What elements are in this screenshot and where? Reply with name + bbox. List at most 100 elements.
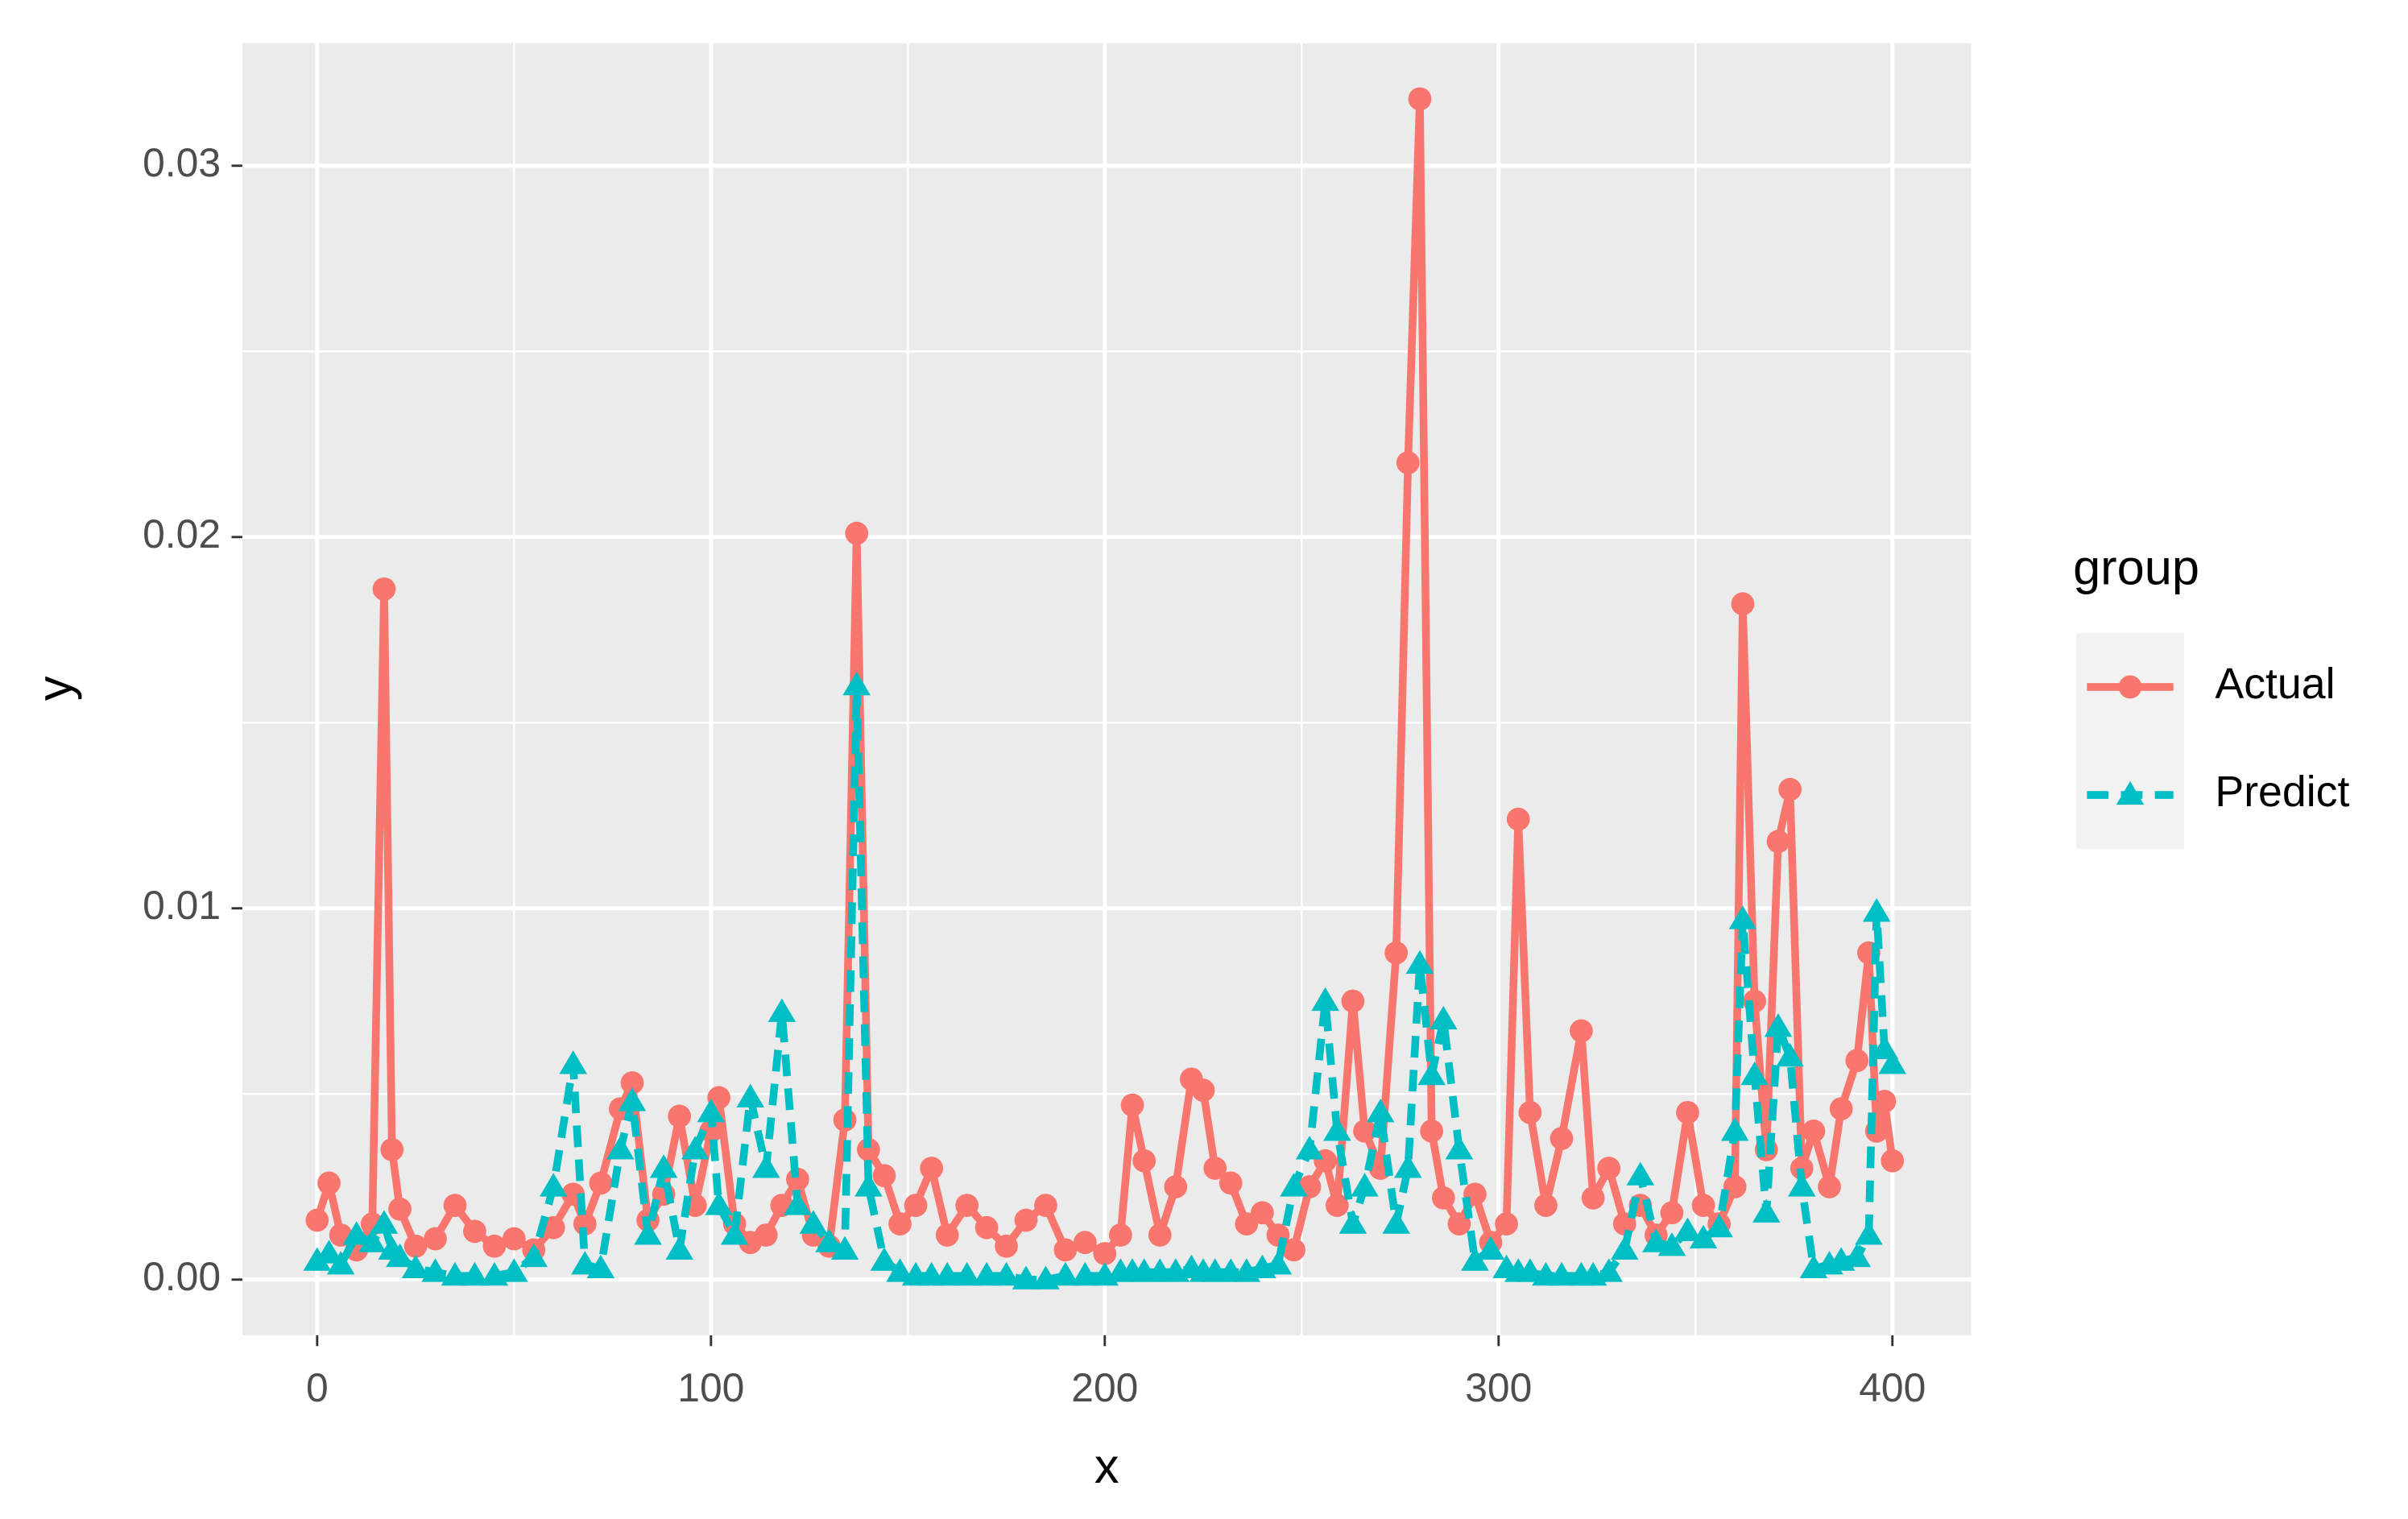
circle-marker [1880, 1149, 1905, 1173]
circle-marker [1766, 830, 1790, 854]
x-tick-label: 100 [677, 1365, 744, 1410]
triangle-marker [1295, 1136, 1324, 1160]
circle-marker [1778, 777, 1802, 801]
circle-marker [1014, 1208, 1038, 1232]
legend-label: Actual [2215, 660, 2335, 708]
triangle-marker [752, 1154, 780, 1178]
y-tick-label: 0.00 [143, 1254, 221, 1299]
x-tick-label: 0 [306, 1365, 329, 1410]
y-tick-label: 0.02 [143, 511, 221, 557]
circle-marker [904, 1194, 928, 1217]
triangle-marker [618, 1087, 647, 1111]
circle-marker [2118, 675, 2142, 699]
triangle-marker [401, 1254, 430, 1279]
circle-marker [388, 1197, 412, 1221]
triangle-marker [1862, 898, 1891, 922]
triangle-marker [1338, 1210, 1367, 1234]
circle-marker [502, 1227, 526, 1251]
triangle-marker [1280, 1173, 1308, 1197]
triangle-marker [1461, 1247, 1489, 1271]
circle-marker [1120, 1093, 1144, 1117]
circle-marker [1549, 1127, 1574, 1150]
triangle-marker [1405, 950, 1434, 975]
circle-marker [372, 577, 396, 601]
triangle-marker [1476, 1235, 1505, 1260]
triangle-marker [736, 1083, 764, 1107]
data-marks [303, 87, 1907, 1289]
triangle-marker [1843, 1243, 1872, 1268]
circle-marker [1723, 1175, 1747, 1198]
legend-label: Predict [2215, 768, 2349, 816]
circle-marker [1534, 1194, 1558, 1217]
triangle-marker [1674, 1217, 1702, 1241]
triangle-marker [1720, 1117, 1749, 1141]
triangle-marker [1595, 1258, 1623, 1282]
triangle-marker [1012, 1265, 1041, 1289]
circle-marker [403, 1234, 428, 1258]
circle-marker [1660, 1201, 1684, 1225]
circle-marker [1251, 1201, 1274, 1225]
triangle-marker [1626, 1161, 1655, 1186]
circle-marker [1676, 1100, 1699, 1124]
circle-marker [1597, 1157, 1621, 1180]
triangle-marker [315, 1240, 343, 1264]
triangle-marker [571, 1251, 599, 1275]
circle-marker [443, 1194, 467, 1217]
circle-marker [888, 1212, 912, 1235]
triangle-marker [1264, 1251, 1293, 1275]
triangle-marker [326, 1251, 355, 1275]
triangle-marker [1323, 1117, 1351, 1141]
circle-marker [1570, 1019, 1593, 1043]
axes: 0 100 200 300 400 0.00 0.01 0.02 0.03 [143, 140, 1926, 1410]
triangle-marker [342, 1221, 370, 1245]
circle-marker [1845, 1049, 1869, 1073]
circle-marker [1506, 807, 1530, 831]
legend: group Actual Predict [2073, 539, 2350, 850]
triangle-marker [1032, 1265, 1060, 1289]
circle-marker [920, 1157, 944, 1180]
triangle-marker [1855, 1221, 1883, 1245]
triangle-marker [1445, 1136, 1474, 1160]
circle-marker [1691, 1194, 1715, 1217]
triangle-marker [649, 1154, 678, 1178]
triangle-marker [953, 1261, 981, 1286]
triangle-marker [842, 671, 871, 696]
x-tick-label: 300 [1465, 1365, 1532, 1410]
triangle-marker [358, 1228, 387, 1252]
triangle-marker [1394, 1154, 1422, 1178]
circle-marker [1034, 1194, 1057, 1217]
triangle-marker [1051, 1261, 1080, 1286]
circle-marker [1053, 1238, 1078, 1262]
triangle-marker [767, 998, 796, 1022]
triangle-marker [1382, 1210, 1410, 1234]
triangle-marker [634, 1221, 662, 1245]
triangle-marker [1366, 1099, 1395, 1123]
circle-marker [1431, 1186, 1455, 1210]
triangle-marker [720, 1221, 749, 1245]
circle-marker [380, 1138, 404, 1161]
circle-marker [1408, 87, 1432, 111]
triangle-marker [421, 1258, 449, 1282]
triangle-marker [681, 1136, 710, 1160]
circle-marker [955, 1194, 979, 1217]
triangle-marker [1516, 1258, 1545, 1282]
triangle-marker [665, 1235, 693, 1260]
triangle-marker [972, 1261, 1001, 1286]
circle-marker [1132, 1149, 1156, 1173]
triangle-marker [586, 1254, 615, 1279]
triangle-marker [2116, 780, 2145, 805]
triangle-marker [992, 1261, 1020, 1286]
triangle-marker [559, 1050, 587, 1074]
circle-marker [317, 1171, 341, 1195]
circle-marker [1282, 1238, 1305, 1262]
circle-marker [1073, 1231, 1097, 1255]
circle-marker [872, 1164, 896, 1188]
circle-marker [463, 1219, 486, 1244]
circle-marker [305, 1208, 329, 1232]
circle-marker [1518, 1100, 1542, 1124]
y-tick-label: 0.03 [143, 140, 221, 185]
circle-marker [935, 1223, 959, 1247]
series [303, 671, 1907, 1289]
circle-marker [1818, 1175, 1841, 1198]
